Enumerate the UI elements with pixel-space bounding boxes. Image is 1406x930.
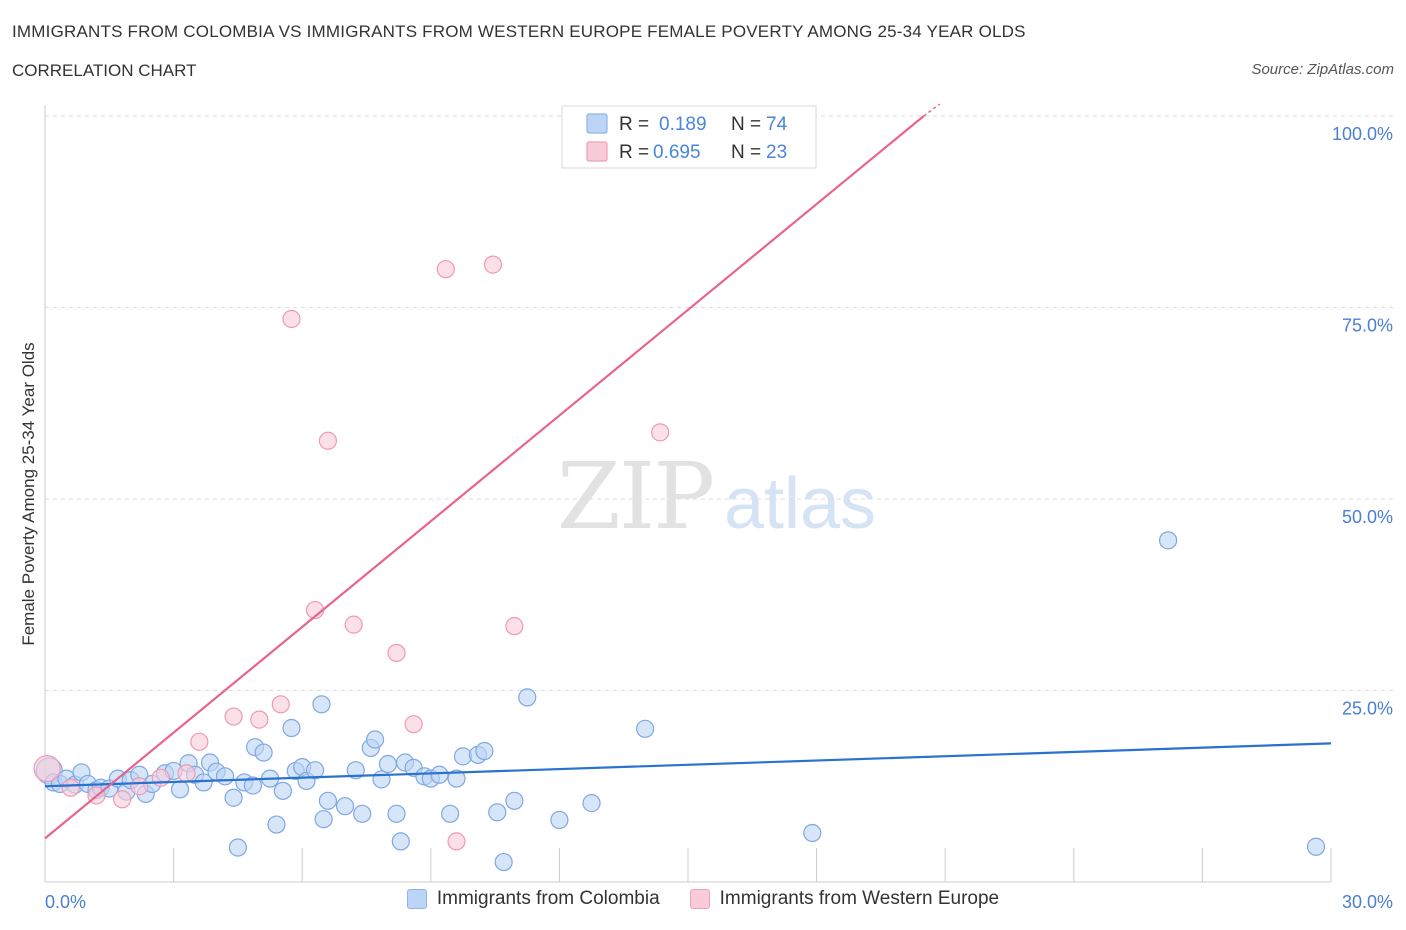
colombia-point (387, 804, 406, 823)
y-axis-tick-labels: 25.0% 50.0% 75.0% 100.0% (1332, 124, 1393, 719)
colombia-point (273, 781, 293, 800)
western-europe-point (344, 615, 363, 634)
legend-swatch-colombia (586, 113, 608, 134)
colombia-point (243, 776, 263, 795)
trend-line-western-europe-extension (923, 103, 941, 117)
chart-title: IMMIGRANTS FROM COLOMBIA VS IMMIGRANTS F… (12, 22, 1026, 41)
colombia-point (1306, 837, 1326, 856)
colombia-point (254, 743, 273, 762)
western-europe-point (404, 715, 423, 734)
colombia-point (224, 788, 243, 807)
y-tick-label-25: 25.0% (1342, 699, 1393, 719)
colombia-point (440, 804, 460, 823)
trend-line-western-europe (44, 115, 925, 840)
colombia-point (282, 718, 301, 738)
western-europe-point (651, 423, 670, 442)
colombia-point (228, 838, 247, 857)
y-tick-label-100: 100.0% (1332, 124, 1393, 144)
colombia-point (170, 780, 190, 799)
colombia-point (314, 810, 333, 829)
western-europe-point (282, 309, 301, 329)
western-europe-point (61, 778, 80, 797)
western-europe-point (318, 431, 338, 450)
western-europe-point (250, 710, 269, 729)
watermark-atlas: atlas (724, 464, 876, 544)
western-europe-point (271, 695, 290, 714)
series-colombia-points (35, 531, 1326, 872)
legend-item-colombia[interactable]: Immigrants from Colombia (406, 888, 660, 910)
colombia-point (335, 797, 355, 816)
western-europe-point (177, 764, 196, 783)
colombia-point (803, 823, 822, 843)
legend-n-value-2: 23 (766, 142, 787, 163)
colombia-point (494, 852, 513, 872)
watermark: ZIP atlas (557, 443, 876, 550)
western-europe-point (113, 790, 132, 809)
colombia-point (365, 730, 385, 749)
x-tick-label-max: 30.0% (1342, 892, 1393, 912)
western-europe-point (151, 768, 170, 787)
colombia-point (518, 688, 537, 707)
colombia-point (267, 815, 286, 834)
western-europe-point (447, 832, 466, 851)
colombia-point (391, 832, 410, 851)
legend-r-value-1: 0.189 (659, 114, 707, 135)
colombia-point (1159, 531, 1178, 550)
source-credit: Source: ZipAtlas.com (1251, 61, 1394, 78)
y-tick-label-75: 75.0% (1342, 316, 1393, 336)
legend-item-western-europe[interactable]: Immigrants from Western Europe (689, 888, 1000, 910)
colombia-point (305, 761, 325, 780)
x-axis-ticks (44, 848, 1332, 882)
legend-n-value-1: 74 (766, 114, 788, 135)
legend-n-label-1: N = (731, 114, 761, 135)
colombia-point (505, 791, 524, 810)
colombia-point (453, 747, 473, 766)
legend-swatch-western-europe (586, 141, 608, 162)
colombia-point (318, 791, 338, 810)
correlation-legend: R = 0.189 N = 74 R = 0.695 N = 23 (561, 105, 817, 169)
series-legend: Immigrants from Colombia Immigrants from… (0, 888, 1406, 910)
colombia-point (346, 761, 365, 780)
colombia-point (353, 804, 372, 823)
western-europe-point (130, 777, 149, 796)
legend-label-colombia: Immigrants from Colombia (436, 888, 660, 909)
legend-r-label-2: R = (619, 142, 649, 163)
grid-lines (45, 115, 1393, 691)
western-europe-point (224, 707, 243, 726)
colombia-point (636, 719, 655, 738)
legend-swatch-pink (689, 889, 710, 909)
colombia-point (582, 794, 601, 813)
western-europe-point (387, 643, 406, 663)
colombia-point (475, 741, 494, 761)
legend-swatch-blue (406, 889, 427, 909)
colombia-point (194, 773, 213, 792)
colombia-point (488, 803, 507, 822)
legend-r-label-1: R = (619, 114, 649, 135)
y-axis-label: Female Poverty Among 25-34 Year Olds (19, 342, 38, 645)
watermark-zip: ZIP (557, 443, 713, 550)
colombia-point (378, 754, 398, 774)
chart-subtitle: CORRELATION CHART (12, 61, 197, 80)
series-western-europe-points (33, 106, 702, 851)
legend-n-label-2: N = (731, 142, 761, 163)
colombia-point (215, 767, 235, 786)
x-tick-label-min: 0.0% (45, 892, 86, 912)
legend-r-value-2: 0.695 (653, 142, 701, 163)
western-europe-point (483, 255, 503, 274)
colombia-point (430, 765, 449, 784)
trend-lines (44, 103, 1332, 840)
western-europe-point (505, 617, 524, 636)
western-europe-point (436, 260, 455, 279)
trend-line-colombia (44, 742, 1332, 788)
colombia-point (312, 695, 331, 714)
colombia-point (550, 810, 569, 830)
colombia-point (447, 769, 466, 788)
legend-label-western-europe: Immigrants from Western Europe (719, 888, 1000, 909)
western-europe-point (190, 732, 209, 751)
western-europe-point (33, 755, 61, 783)
y-tick-label-50: 50.0% (1342, 507, 1393, 527)
colombia-point (372, 770, 391, 789)
